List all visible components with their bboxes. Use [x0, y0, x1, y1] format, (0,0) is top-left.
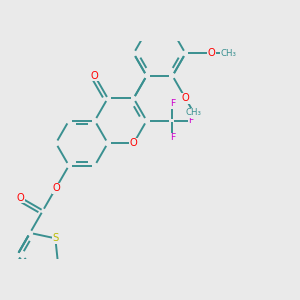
- Text: CH₃: CH₃: [220, 49, 236, 58]
- Text: O: O: [91, 71, 99, 81]
- Text: CH₃: CH₃: [186, 108, 202, 117]
- Text: F: F: [188, 116, 193, 125]
- Text: F: F: [170, 133, 175, 142]
- Text: O: O: [182, 93, 189, 103]
- Text: O: O: [52, 183, 60, 193]
- Text: O: O: [16, 193, 24, 202]
- Text: O: O: [208, 48, 215, 59]
- Text: O: O: [130, 138, 137, 148]
- Text: F: F: [170, 99, 175, 108]
- Text: S: S: [52, 233, 58, 243]
